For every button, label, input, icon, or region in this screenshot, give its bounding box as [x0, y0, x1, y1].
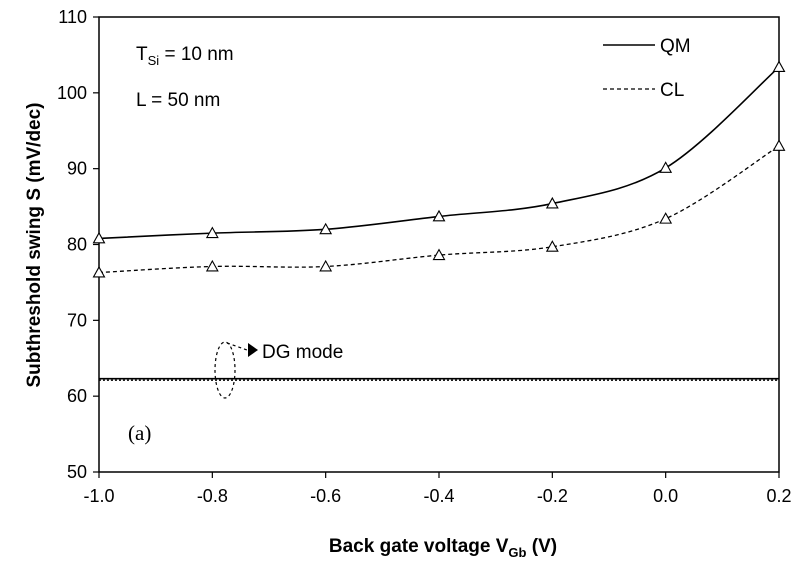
data-point-cl: [432, 248, 446, 261]
data-point-qm: [205, 226, 219, 239]
y-axis-ticks: 50 60 70 80 90 100 110: [57, 7, 99, 482]
y-tick-label: 50: [67, 462, 87, 482]
dg-mode-label: DG mode: [262, 342, 343, 363]
data-point-qm: [772, 60, 786, 72]
y-tick-label: 90: [67, 159, 87, 179]
x-tick-label: -0.2: [537, 486, 568, 506]
x-axis-ticks: -1.0 -0.8 -0.6 -0.4 -0.2 0.0 0.2: [83, 472, 792, 506]
y-tick-label: 70: [67, 310, 87, 330]
data-point-qm: [432, 209, 446, 222]
dg-mode-ellipse: [214, 341, 236, 399]
y-tick-label: 80: [67, 235, 87, 255]
data-point-cl: [92, 265, 106, 278]
data-point-qm: [319, 222, 333, 235]
dg-mode-annotation: DG mode: [214, 341, 343, 399]
x-tick-label: -0.8: [197, 486, 228, 506]
data-point-qm: [545, 196, 559, 209]
series-layer: [92, 60, 786, 381]
tsi-annotation: TSi = 10 nm: [136, 44, 234, 68]
x-tick-label: -0.4: [423, 486, 454, 506]
x-tick-label: 0.2: [766, 486, 791, 506]
data-point-qm: [659, 161, 673, 173]
data-point-qm: [92, 231, 106, 244]
y-tick-label: 100: [57, 83, 87, 103]
x-tick-label: 0.0: [653, 486, 678, 506]
x-tick-label: -0.6: [310, 486, 341, 506]
dg-mode-arrow-head: [248, 343, 258, 357]
length-annotation: L = 50 nm: [136, 90, 220, 111]
x-axis-title: Back gate voltage VGb (V): [329, 536, 557, 560]
y-tick-label: 60: [67, 386, 87, 406]
y-tick-label: 110: [58, 7, 87, 27]
plot-area: [98, 16, 780, 473]
data-point-cl: [659, 212, 673, 224]
legend: QM CL: [603, 36, 691, 101]
legend-cl-label: CL: [660, 80, 684, 101]
data-point-cl: [772, 139, 786, 151]
data-point-cl: [205, 259, 219, 272]
panel-label: (a): [128, 421, 151, 445]
y-axis-title: Subthreshold swing S (mV/dec): [24, 102, 45, 387]
data-point-cl: [545, 240, 559, 252]
legend-qm-label: QM: [660, 36, 691, 57]
data-point-cl: [319, 259, 333, 272]
x-tick-label: -1.0: [83, 486, 114, 506]
